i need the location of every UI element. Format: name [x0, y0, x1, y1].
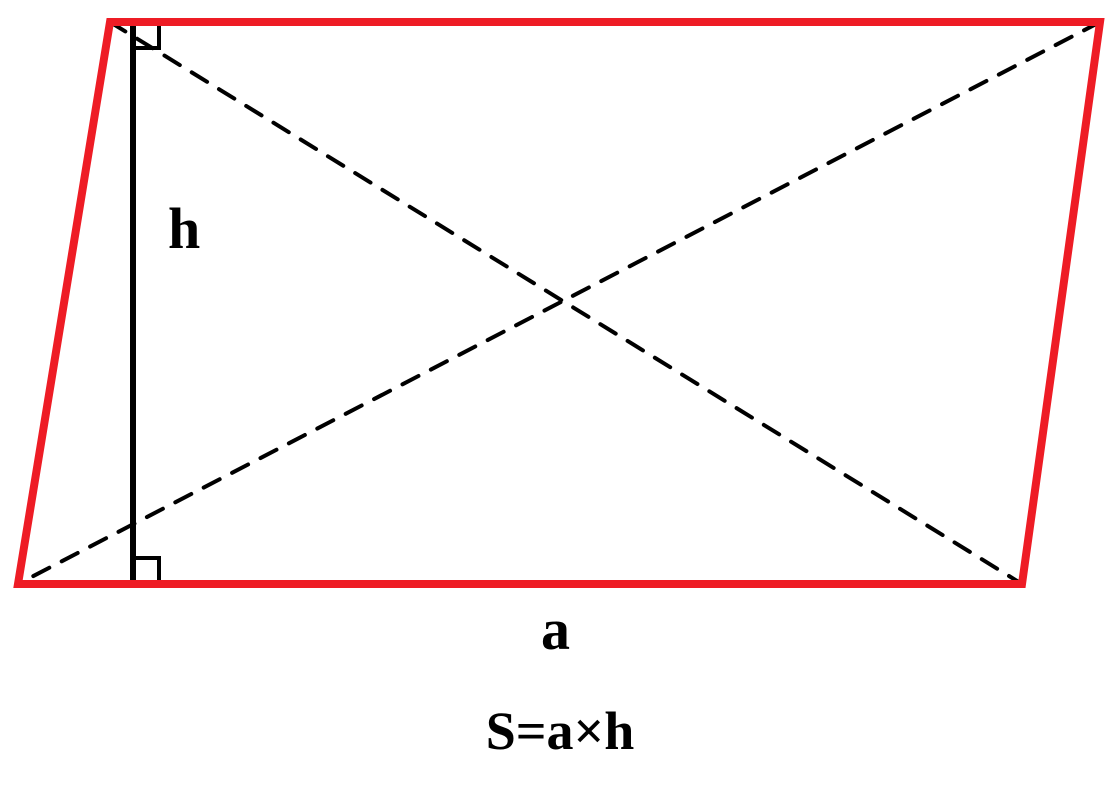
area-formula: S=a×h: [0, 700, 1120, 762]
diagram-svg: [0, 0, 1120, 794]
label-base: a: [541, 596, 570, 663]
diagonal-2: [18, 22, 1100, 584]
diagonal-1: [110, 22, 1022, 584]
parallelogram-diagram: h a S=a×h: [0, 0, 1120, 794]
diagonals-group: [18, 22, 1100, 584]
label-height: h: [168, 195, 200, 262]
